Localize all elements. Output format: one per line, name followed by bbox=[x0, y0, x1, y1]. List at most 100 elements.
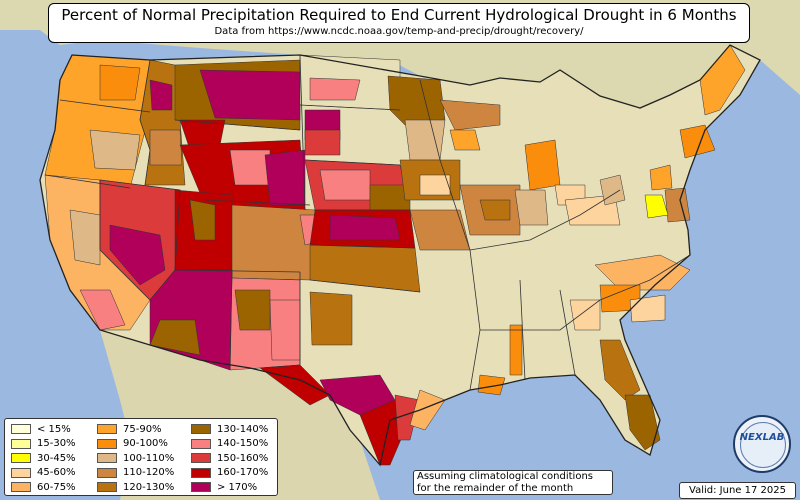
legend-item: 150-160% bbox=[191, 451, 268, 466]
drought-region bbox=[149, 319, 201, 356]
map-title: Percent of Normal Precipitation Required… bbox=[61, 6, 737, 24]
border-dakotas bbox=[299, 54, 306, 211]
legend: < 15% 15-30% 30-45% 45-60% 60-75% 75-90% 90-1… bbox=[4, 418, 278, 496]
border-ga-al bbox=[559, 289, 576, 376]
drought-region bbox=[99, 64, 141, 101]
legend-label: 150-160% bbox=[217, 452, 269, 464]
legend-column-3: 130-140% 140-150% 150-160% 160-170% > 170% bbox=[191, 422, 268, 495]
state-borders bbox=[44, 54, 691, 391]
drought-region bbox=[309, 291, 353, 346]
drought-region bbox=[649, 164, 673, 191]
drought-region bbox=[264, 149, 306, 206]
title-box: Percent of Normal Precipitation Required… bbox=[48, 3, 750, 43]
drought-region bbox=[359, 399, 406, 466]
border-ut-az bbox=[174, 269, 301, 273]
legend-item: 15-30% bbox=[11, 437, 76, 452]
legend-label: 30-45% bbox=[37, 452, 76, 464]
drought-region bbox=[644, 194, 669, 219]
legend-item: 45-60% bbox=[11, 466, 76, 481]
legend-label: 60-75% bbox=[37, 481, 76, 493]
drought-region bbox=[199, 69, 301, 121]
drought-region bbox=[477, 374, 506, 396]
legend-item: 120-130% bbox=[97, 480, 174, 495]
legend-label: 75-90% bbox=[123, 423, 162, 435]
drought-region bbox=[514, 189, 549, 226]
border-nevada bbox=[99, 179, 181, 301]
legend-label: 15-30% bbox=[37, 438, 76, 450]
drought-region bbox=[409, 389, 446, 431]
legend-swatch bbox=[11, 424, 31, 435]
legend-item: 30-45% bbox=[11, 451, 76, 466]
legend-item: 90-100% bbox=[97, 437, 174, 452]
legend-swatch bbox=[97, 438, 117, 449]
drought-region bbox=[509, 324, 523, 376]
border-wa-or bbox=[59, 99, 151, 113]
legend-swatch bbox=[191, 424, 211, 435]
border-az-nm bbox=[229, 269, 233, 371]
legend-column-2: 75-90% 90-100% 100-110% 110-120% 120-130% bbox=[97, 422, 174, 495]
legend-swatch bbox=[97, 453, 117, 464]
drought-region bbox=[304, 129, 341, 156]
border-ks-ok bbox=[309, 244, 416, 249]
drought-region bbox=[229, 149, 271, 186]
us-outline bbox=[39, 44, 761, 467]
legend-label: 100-110% bbox=[123, 452, 175, 464]
border-nd-sd bbox=[299, 104, 401, 111]
border-al-ms bbox=[519, 279, 526, 381]
drought-region bbox=[269, 299, 301, 361]
legend-label: 120-130% bbox=[123, 481, 175, 493]
logo-text: NEXLAB bbox=[739, 432, 785, 443]
drought-region bbox=[569, 299, 601, 331]
drought-region bbox=[479, 199, 511, 221]
drought-region bbox=[449, 129, 481, 151]
border-ohio-river bbox=[469, 189, 621, 251]
legend-swatch bbox=[97, 424, 117, 435]
drought-region bbox=[79, 289, 126, 331]
legend-item: 60-75% bbox=[11, 480, 76, 495]
drought-region bbox=[149, 129, 183, 166]
border-sd-ne bbox=[304, 159, 401, 166]
legend-item: > 170% bbox=[191, 480, 268, 495]
border-or-ca bbox=[44, 174, 131, 189]
drought-region bbox=[404, 119, 446, 161]
legend-swatch bbox=[191, 438, 211, 449]
border-nm-tx bbox=[259, 272, 301, 369]
border-idaho bbox=[139, 59, 151, 186]
legend-swatch bbox=[11, 438, 31, 449]
legend-label: 90-100% bbox=[123, 438, 168, 450]
legend-swatch bbox=[191, 482, 211, 493]
border-montana-wy bbox=[174, 119, 301, 131]
drought-region bbox=[629, 294, 666, 323]
drought-region bbox=[189, 199, 216, 241]
note-line-1: Assuming climatological conditions bbox=[417, 471, 593, 482]
map-subtitle: Data from https://www.ncdc.noaa.gov/temp… bbox=[214, 26, 584, 37]
legend-item: 110-120% bbox=[97, 466, 174, 481]
drought-region bbox=[149, 79, 173, 111]
drought-region bbox=[394, 394, 421, 441]
legend-label: 45-60% bbox=[37, 467, 76, 479]
legend-item: 100-110% bbox=[97, 451, 174, 466]
drought-region bbox=[109, 224, 166, 286]
note-line-2: for the remainder of the month bbox=[417, 483, 574, 494]
legend-label: 140-150% bbox=[217, 438, 269, 450]
drought-region bbox=[599, 174, 626, 206]
legend-swatch bbox=[191, 467, 211, 478]
drought-region bbox=[524, 139, 561, 191]
legend-label: 110-120% bbox=[123, 467, 175, 479]
legend-label: 160-170% bbox=[217, 467, 269, 479]
legend-column-1: < 15% 15-30% 30-45% 45-60% 60-75% bbox=[11, 422, 76, 495]
legend-swatch bbox=[97, 482, 117, 493]
legend-item: < 15% bbox=[11, 422, 76, 437]
legend-swatch bbox=[97, 467, 117, 478]
drought-region bbox=[679, 124, 716, 159]
drought-region bbox=[409, 209, 471, 251]
drought-region bbox=[329, 214, 401, 241]
legend-swatch bbox=[11, 482, 31, 493]
legend-swatch bbox=[11, 453, 31, 464]
legend-item: 130-140% bbox=[191, 422, 268, 437]
assumption-note: Assuming climatological conditions for t… bbox=[413, 470, 613, 495]
drought-region bbox=[439, 99, 501, 131]
drought-regions bbox=[39, 44, 761, 466]
drought-region bbox=[69, 209, 101, 266]
drought-region bbox=[419, 174, 451, 196]
